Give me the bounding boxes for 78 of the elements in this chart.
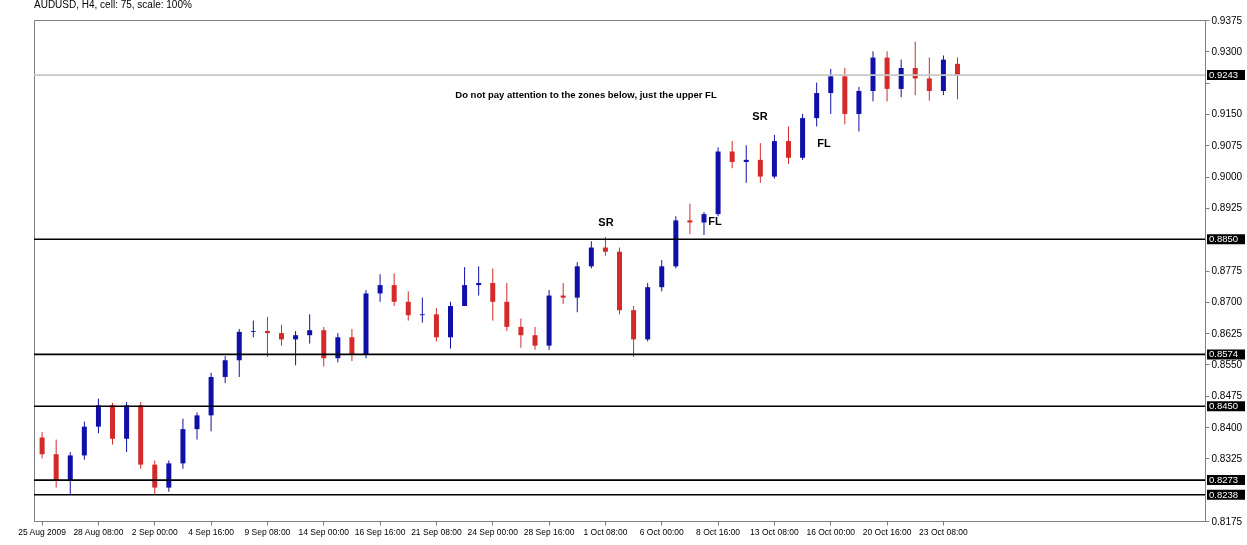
candlestick (687, 203, 693, 235)
ref-line-label: 0.8450 (1209, 400, 1239, 412)
y-tick-label: 0.8400 (1211, 421, 1243, 433)
ref-line-label: 0.8238 (1209, 488, 1239, 500)
candlestick (898, 59, 904, 98)
candlestick (532, 326, 538, 351)
candlestick (377, 273, 383, 303)
y-tick-label: 0.8625 (1211, 327, 1243, 339)
candlestick (828, 68, 834, 115)
candlestick (433, 307, 439, 342)
annotation: SR (598, 216, 614, 228)
x-tick-label: 2 Sep 00:00 (131, 526, 178, 537)
x-tick-label: 28 Aug 08:00 (73, 526, 124, 537)
candlestick (307, 313, 313, 345)
candlestick (588, 240, 594, 269)
ref-line-label: 0.8574 (1209, 348, 1239, 360)
candlestick (729, 140, 735, 169)
annotation: Do not pay attention to the zones below, just the upper FL (455, 89, 717, 100)
y-tick-label: 0.8700 (1211, 296, 1243, 308)
candlestick (856, 86, 862, 132)
candlestick (518, 318, 524, 349)
candlestick (391, 272, 397, 307)
candlestick (95, 398, 101, 434)
candlestick (222, 355, 228, 384)
x-tick-label: 16 Sep 16:00 (354, 526, 406, 537)
x-tick-label: 24 Sep 00:00 (467, 526, 519, 537)
candlestick (405, 290, 411, 322)
x-tick-label: 14 Sep 00:00 (298, 526, 350, 537)
x-tick-label: 25 Aug 2009 (18, 526, 67, 537)
y-tick-label: 0.8325 (1211, 452, 1243, 464)
candlestick (926, 57, 932, 102)
candlestick (490, 267, 496, 322)
x-tick-label: 20 Oct 16:00 (862, 526, 912, 537)
candlestick (335, 332, 341, 363)
y-tick-label: 0.8775 (1211, 265, 1243, 276)
x-tick-label: 6 Oct 00:00 (639, 526, 684, 537)
candlestick (293, 330, 299, 366)
candlestick (152, 459, 158, 495)
annotation: FL (817, 137, 831, 149)
candlestick (659, 259, 665, 292)
x-tick-label: 9 Sep 08:00 (244, 526, 291, 537)
y-tick-label: 0.9150 (1211, 108, 1243, 120)
y-tick-label: 0.8475 (1211, 390, 1243, 402)
x-tick-label: 1 Oct 08:00 (583, 526, 628, 537)
y-tick-label: 0.8550 (1211, 358, 1243, 370)
y-tick-label: 0.8175 (1211, 515, 1243, 527)
y-tick-label: 0.9075 (1211, 139, 1243, 151)
x-tick-label: 21 Sep 08:00 (411, 526, 462, 537)
x-tick-label: 13 Oct 08:00 (750, 526, 800, 537)
y-tick-label: 0.9000 (1211, 171, 1243, 183)
candlestick (743, 144, 749, 184)
y-tick-label: 0.9375 (1211, 14, 1243, 26)
candlestick (39, 431, 45, 459)
x-tick-label: 4 Sep 16:00 (188, 526, 235, 537)
ref-line-label: 0.9243 (1209, 69, 1239, 81)
candlestick (476, 265, 482, 297)
annotation: FL (708, 215, 722, 227)
x-tick-label: 23 Oct 08:00 (919, 526, 969, 537)
candlestick (786, 125, 791, 165)
candlestick (560, 282, 566, 305)
annotation: SR (752, 110, 768, 122)
ref-line-label: 0.8850 (1209, 233, 1239, 245)
candlestick (349, 328, 355, 362)
y-tick-label: 0.8925 (1211, 202, 1243, 214)
x-tick-label: 8 Oct 16:00 (696, 526, 741, 537)
candlestick (757, 142, 763, 184)
chart-title: AUDUSD, H4, cell: 75, scale: 100% (34, 0, 192, 10)
x-tick-label: 28 Sep 16:00 (523, 526, 575, 537)
ref-line-label: 0.8273 (1209, 474, 1239, 486)
candlestick (264, 316, 270, 358)
candlestick (602, 236, 608, 257)
candlestick (279, 324, 285, 347)
y-tick-label: 0.9300 (1211, 45, 1243, 57)
candlestick (462, 266, 468, 307)
candlestick (419, 297, 425, 324)
candlestick (701, 211, 707, 236)
candlestick (194, 411, 200, 441)
x-tick-label: 16 Oct 00:00 (806, 526, 856, 537)
